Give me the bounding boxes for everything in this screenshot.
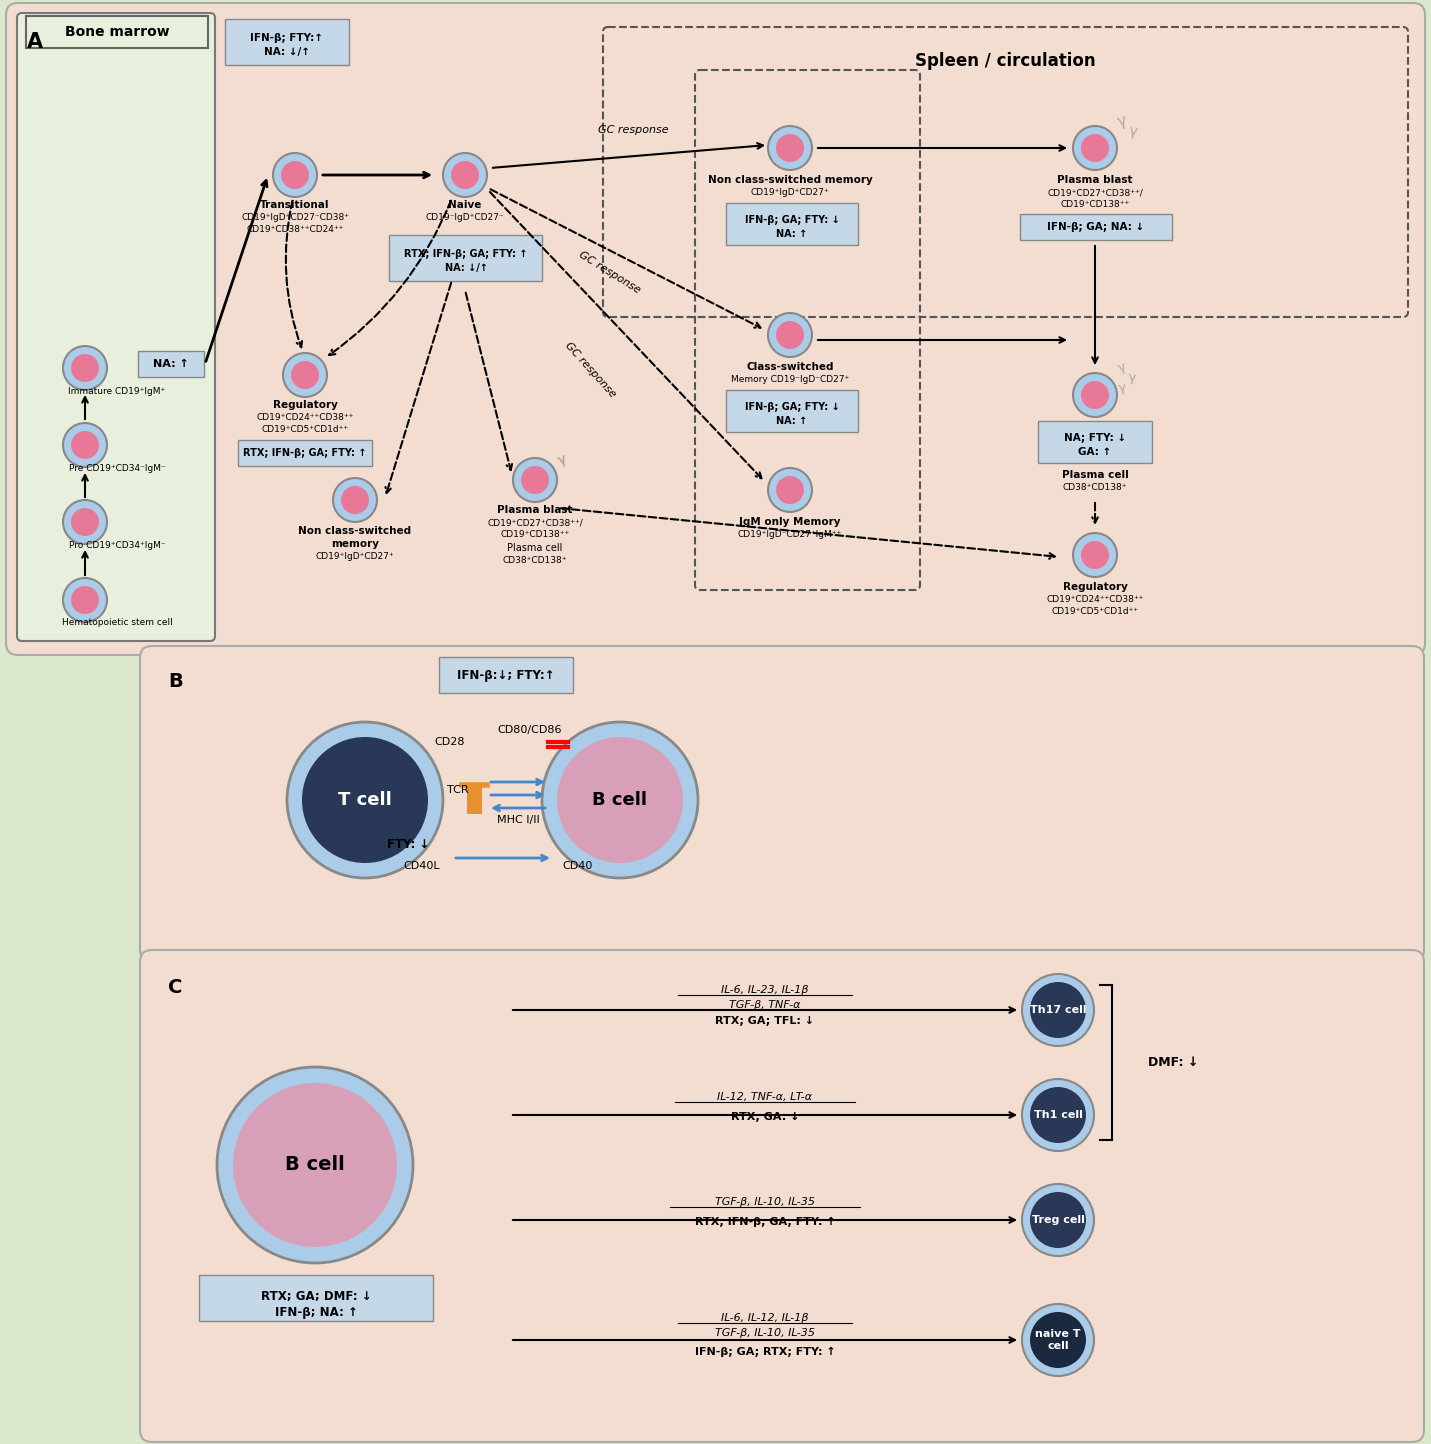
Text: CD19⁺IgD⁺CD27⁻CD38⁺: CD19⁺IgD⁺CD27⁻CD38⁺ (240, 214, 349, 222)
Text: CD19⁺IgD⁺CD27⁺: CD19⁺IgD⁺CD27⁺ (316, 552, 395, 562)
Text: NA; FTY: ↓: NA; FTY: ↓ (1063, 433, 1126, 443)
Text: RTX; IFN-β; GA; FTY: ↑: RTX; IFN-β; GA; FTY: ↑ (404, 248, 528, 258)
Text: CD19⁺IgD⁻CD27⁺IgM⁺⁺: CD19⁺IgD⁻CD27⁺IgM⁺⁺ (738, 530, 841, 539)
Circle shape (63, 347, 107, 390)
Text: FTY: ↓: FTY: ↓ (386, 839, 429, 852)
FancyBboxPatch shape (225, 19, 349, 65)
Text: TGF-β, IL-10, IL-35: TGF-β, IL-10, IL-35 (716, 1328, 816, 1339)
Text: A: A (27, 32, 43, 52)
Text: IL-12, TNF-α, LT-α: IL-12, TNF-α, LT-α (717, 1092, 813, 1102)
Text: γ: γ (1118, 381, 1126, 396)
Circle shape (768, 313, 811, 357)
Circle shape (288, 722, 444, 878)
Text: GC response: GC response (562, 341, 617, 400)
Text: CD19⁺CD138⁺⁺: CD19⁺CD138⁺⁺ (1060, 201, 1129, 209)
Text: CD80/CD86: CD80/CD86 (498, 725, 562, 735)
Circle shape (768, 468, 811, 513)
Text: CD19⁺CD27⁺CD38⁺⁺/: CD19⁺CD27⁺CD38⁺⁺/ (1047, 188, 1143, 196)
FancyBboxPatch shape (389, 235, 542, 282)
Circle shape (1073, 126, 1118, 170)
Circle shape (768, 126, 811, 170)
Text: Immature CD19⁺IgM⁺: Immature CD19⁺IgM⁺ (69, 387, 166, 396)
Text: TGF-β, TNF-α: TGF-β, TNF-α (730, 1001, 801, 1009)
Text: NA: ↑: NA: ↑ (777, 416, 807, 426)
Text: Bone marrow: Bone marrow (64, 25, 169, 39)
Text: Plasma cell: Plasma cell (1062, 469, 1129, 479)
Circle shape (1030, 1191, 1086, 1248)
Text: CD38⁺CD138⁺: CD38⁺CD138⁺ (502, 556, 567, 565)
Text: IFN-β; GA; NA: ↓: IFN-β; GA; NA: ↓ (1047, 222, 1145, 232)
Text: Plasma blast: Plasma blast (497, 505, 572, 516)
Text: Spleen / circulation: Spleen / circulation (914, 52, 1095, 69)
Circle shape (1073, 373, 1118, 417)
Text: CD38⁺CD138⁺: CD38⁺CD138⁺ (1063, 482, 1128, 492)
Text: Class-switched: Class-switched (746, 362, 834, 373)
FancyBboxPatch shape (26, 16, 207, 48)
Text: Naive: Naive (448, 201, 482, 209)
FancyBboxPatch shape (1037, 422, 1152, 464)
Text: NA: ↓/↑: NA: ↓/↑ (263, 48, 311, 56)
Text: TCR: TCR (446, 786, 469, 796)
Text: CD19⁺CD5⁺CD1d⁺⁺: CD19⁺CD5⁺CD1d⁺⁺ (1052, 606, 1139, 617)
Circle shape (1022, 1184, 1095, 1256)
FancyBboxPatch shape (1020, 214, 1172, 240)
Text: NA: ↑: NA: ↑ (153, 360, 189, 370)
Circle shape (72, 430, 99, 459)
Text: IL-6, IL-23, IL-1β: IL-6, IL-23, IL-1β (721, 985, 809, 995)
Circle shape (302, 736, 428, 864)
Circle shape (542, 722, 698, 878)
Circle shape (776, 477, 804, 504)
Circle shape (1022, 1079, 1095, 1151)
FancyBboxPatch shape (439, 657, 572, 693)
Text: Regulatory: Regulatory (1063, 582, 1128, 592)
Text: GA: ↑: GA: ↑ (1079, 448, 1112, 456)
Text: γ: γ (555, 452, 568, 468)
Circle shape (273, 153, 318, 196)
Text: DMF: ↓: DMF: ↓ (1148, 1056, 1198, 1069)
Text: Th1 cell: Th1 cell (1033, 1110, 1082, 1121)
Text: Th17 cell: Th17 cell (1030, 1005, 1086, 1015)
Circle shape (1030, 982, 1086, 1038)
Circle shape (63, 423, 107, 466)
FancyBboxPatch shape (17, 13, 215, 641)
Text: Plasma blast: Plasma blast (1058, 175, 1133, 185)
Circle shape (63, 500, 107, 544)
Circle shape (218, 1067, 414, 1264)
Text: CD40: CD40 (562, 861, 594, 871)
Text: CD19⁺CD138⁺⁺: CD19⁺CD138⁺⁺ (501, 530, 570, 539)
Text: CD40L: CD40L (404, 861, 441, 871)
FancyBboxPatch shape (140, 645, 1424, 962)
FancyBboxPatch shape (137, 351, 205, 377)
Circle shape (1073, 533, 1118, 578)
Circle shape (1030, 1087, 1086, 1144)
Circle shape (333, 478, 376, 521)
Circle shape (1080, 134, 1109, 162)
FancyBboxPatch shape (467, 784, 482, 814)
Circle shape (341, 487, 369, 514)
Text: NA: ↓/↑: NA: ↓/↑ (445, 263, 488, 273)
Text: Hematopoietic stem cell: Hematopoietic stem cell (62, 618, 172, 627)
Text: T cell: T cell (338, 791, 392, 809)
Text: CD19⁺CD24⁺⁺CD38⁺⁺: CD19⁺CD24⁺⁺CD38⁺⁺ (256, 413, 353, 422)
Text: IFN-β; GA; FTY: ↓: IFN-β; GA; FTY: ↓ (744, 401, 840, 412)
Text: Pro CD19⁺CD34⁺IgM⁻: Pro CD19⁺CD34⁺IgM⁻ (69, 542, 166, 550)
Text: Plasma cell: Plasma cell (508, 543, 562, 553)
Text: γ: γ (1128, 371, 1136, 384)
Text: CD19⁺CD27⁺CD38⁺⁺/: CD19⁺CD27⁺CD38⁺⁺/ (487, 518, 582, 527)
FancyBboxPatch shape (199, 1275, 434, 1321)
Circle shape (1022, 975, 1095, 1045)
Text: TGF-β, IL-10, IL-35: TGF-β, IL-10, IL-35 (716, 1197, 816, 1207)
Text: IgM only Memory: IgM only Memory (740, 517, 841, 527)
Text: GC response: GC response (598, 126, 668, 134)
Text: Treg cell: Treg cell (1032, 1214, 1085, 1225)
Text: γ: γ (1116, 114, 1128, 130)
Text: B cell: B cell (592, 791, 647, 809)
Circle shape (1080, 381, 1109, 409)
Text: RTX; GA: ↓: RTX; GA: ↓ (731, 1112, 800, 1122)
Text: C: C (167, 978, 182, 996)
Circle shape (72, 508, 99, 536)
Text: IFN-β; GA; FTY: ↓: IFN-β; GA; FTY: ↓ (744, 215, 840, 225)
Text: CD19⁻IgD⁺CD27⁻: CD19⁻IgD⁺CD27⁻ (425, 214, 504, 222)
Circle shape (444, 153, 487, 196)
